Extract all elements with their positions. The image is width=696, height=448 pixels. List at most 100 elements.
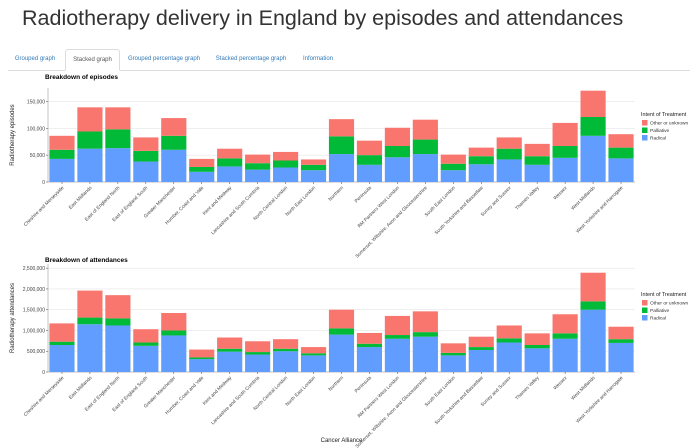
bar-segment bbox=[189, 166, 215, 172]
x-tick-label: West Yorkshire and Harrogate bbox=[575, 375, 625, 425]
bar-segment bbox=[412, 332, 438, 337]
bar-segment bbox=[496, 159, 522, 182]
bar-segment bbox=[552, 146, 578, 158]
bar-segment bbox=[468, 156, 494, 165]
x-tick-label: Peninsula bbox=[354, 185, 373, 204]
bar-segment bbox=[161, 313, 187, 331]
y-tick-label: 50,000 bbox=[30, 153, 46, 159]
tab-bar: Grouped graph Stacked graph Grouped perc… bbox=[8, 49, 690, 71]
bar-segment bbox=[49, 323, 75, 342]
bar-segment bbox=[49, 341, 75, 345]
legend-label: Palliative bbox=[650, 128, 670, 134]
bar-segment bbox=[161, 335, 187, 372]
tab-grouped-graph[interactable]: Grouped graph bbox=[14, 56, 56, 62]
bar-segment bbox=[468, 347, 494, 350]
x-tick-label: Surrey and Sussex bbox=[480, 185, 513, 218]
bar-segment bbox=[552, 338, 578, 372]
bar-segment bbox=[412, 336, 438, 372]
bar-segment bbox=[105, 129, 131, 149]
legend-title: Intent of Treatment bbox=[641, 292, 687, 298]
bar-segment bbox=[580, 309, 606, 372]
x-tick-label: Cheshire and Merseyside bbox=[23, 375, 66, 418]
x-tick-label: Kent and Medway bbox=[202, 185, 234, 217]
bar-segment bbox=[217, 337, 243, 349]
bar-segment bbox=[245, 154, 271, 164]
bar-segment bbox=[328, 119, 355, 137]
bar-segment bbox=[300, 353, 327, 356]
bar-segment bbox=[496, 137, 522, 149]
bar-segment bbox=[580, 301, 606, 310]
bar-segment bbox=[468, 336, 494, 348]
bar-segment bbox=[608, 339, 634, 343]
legend-label: Palliative bbox=[650, 308, 670, 314]
bar-segment bbox=[496, 342, 522, 372]
bar-segment bbox=[273, 348, 299, 352]
bar-segment bbox=[468, 147, 494, 157]
x-tick-label: South Yorkshire and Bassetlaw bbox=[434, 375, 485, 426]
tab-information[interactable]: Information bbox=[302, 56, 333, 62]
bar-segment bbox=[133, 345, 159, 372]
legend-label: Other or unknown bbox=[650, 301, 688, 307]
bar-segment bbox=[608, 147, 634, 159]
x-tick-label: South East London bbox=[424, 185, 457, 218]
bar-segment bbox=[440, 170, 466, 182]
bar-segment bbox=[384, 146, 410, 158]
bar-segment bbox=[496, 325, 522, 339]
bar-segment bbox=[552, 314, 578, 334]
x-tick-label: Kent and Medway bbox=[202, 375, 234, 407]
bar-segment bbox=[133, 137, 159, 151]
y-axis-label: Radiotherapy episodes bbox=[10, 104, 16, 165]
legend-swatch bbox=[642, 120, 648, 126]
bar-segment bbox=[49, 149, 75, 159]
chart-title: Breakdown of attendances bbox=[45, 257, 128, 264]
y-tick-label: 0 bbox=[42, 180, 45, 186]
bar-segment bbox=[161, 330, 187, 336]
bar-segment bbox=[77, 131, 103, 149]
bar-segment bbox=[328, 309, 355, 329]
x-tick-label: Cheshire and Merseyside bbox=[23, 185, 66, 228]
tab-grouped-percentage-graph[interactable]: Grouped percentage graph bbox=[127, 56, 201, 62]
y-tick-label: 150,000 bbox=[27, 99, 45, 105]
x-tick-label: West Midlands bbox=[570, 185, 597, 212]
bar-segment bbox=[552, 333, 578, 339]
bar-segment bbox=[580, 135, 606, 182]
bar-segment bbox=[608, 342, 634, 372]
bar-segment bbox=[356, 164, 383, 182]
x-axis-label: Cancer Alliance bbox=[321, 438, 363, 444]
bar-segment bbox=[384, 315, 410, 336]
bar-segment bbox=[273, 160, 299, 168]
bar-segment bbox=[356, 343, 383, 348]
bar-segment bbox=[412, 139, 438, 155]
tab-stacked-graph[interactable]: Stacked graph bbox=[65, 49, 120, 71]
legend-title: Intent of Treatment bbox=[641, 112, 687, 118]
bar-segment bbox=[217, 351, 243, 372]
y-tick-label: 2,500,000 bbox=[23, 266, 45, 272]
bar-segment bbox=[49, 135, 75, 150]
x-tick-label: North East London bbox=[284, 375, 317, 408]
legend-label: Radical bbox=[650, 316, 666, 322]
bar-segment bbox=[552, 157, 578, 182]
x-tick-label: Wessex bbox=[552, 375, 569, 392]
bar-segment bbox=[328, 136, 355, 155]
bar-segment bbox=[77, 148, 103, 182]
bar-segment bbox=[524, 333, 550, 345]
bar-segment bbox=[356, 347, 383, 372]
bar-segment bbox=[133, 161, 159, 182]
bar-segment bbox=[245, 352, 271, 355]
bar-segment bbox=[245, 169, 271, 182]
y-tick-label: 100,000 bbox=[27, 126, 45, 132]
x-tick-label: Thames Valley bbox=[514, 375, 541, 402]
bar-segment bbox=[189, 349, 215, 358]
legend-swatch bbox=[642, 315, 648, 321]
bar-segment bbox=[217, 158, 243, 167]
bar-segment bbox=[384, 335, 410, 339]
bar-segment bbox=[440, 343, 466, 353]
bar-segment bbox=[524, 164, 550, 182]
bar-segment bbox=[245, 163, 271, 170]
bar-segment bbox=[133, 150, 159, 162]
tab-stacked-percentage-graph[interactable]: Stacked percentage graph bbox=[215, 56, 287, 62]
x-tick-label: West Yorkshire and Harrogate bbox=[575, 185, 625, 235]
bar-segment bbox=[608, 158, 634, 182]
bar-segment bbox=[300, 170, 327, 182]
bar-segment bbox=[384, 338, 410, 372]
